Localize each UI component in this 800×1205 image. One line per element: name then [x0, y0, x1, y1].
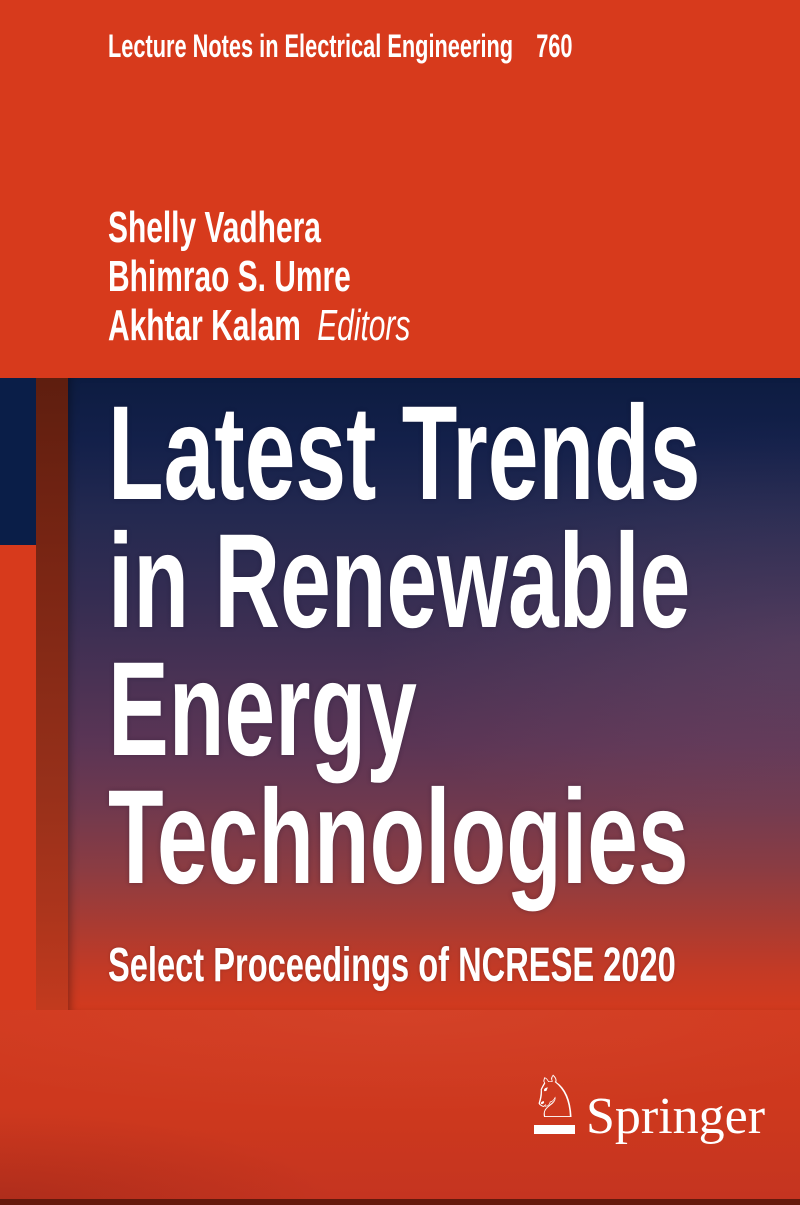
editor-name: Shelly Vadhera: [108, 203, 321, 252]
book-title-line: Technologies: [108, 763, 689, 912]
series-title: Lecture Notes in Electrical Engineering: [108, 28, 514, 64]
springer-horse-icon: ♘: [529, 1063, 581, 1131]
book-title: Latest Trends in Renewable Energy Techno…: [108, 379, 800, 912]
navy-accent-square: [0, 378, 36, 545]
editor-name: Bhimrao S. Umre: [108, 252, 351, 301]
cover-bottom-edge: [0, 1199, 800, 1205]
editors-block: Shelly Vadhera Bhimrao S. Umre Akhtar Ka…: [108, 203, 553, 350]
book-title-line: in Renewable: [108, 507, 691, 656]
book-title-line: Energy: [108, 635, 417, 784]
springer-wordmark: Springer: [586, 1088, 766, 1145]
editors-role-label: Editors: [317, 301, 411, 350]
series-volume: 760: [536, 28, 573, 64]
book-title-line: Latest Trends: [108, 379, 701, 528]
series-banner: Lecture Notes in Electrical Engineering 7…: [108, 28, 573, 64]
left-shadow-strip: [36, 378, 68, 1010]
editor-name-row: Akhtar Kalam Editors: [108, 301, 410, 350]
editor-name: Akhtar Kalam: [108, 301, 301, 350]
bottom-band: [0, 1010, 800, 1205]
springer-logo-bar: [534, 1125, 575, 1134]
book-subtitle: Select Proceedings of NCRESE 2020: [108, 939, 676, 992]
title-panel: Latest Trends in Renewable Energy Techno…: [68, 378, 800, 1010]
